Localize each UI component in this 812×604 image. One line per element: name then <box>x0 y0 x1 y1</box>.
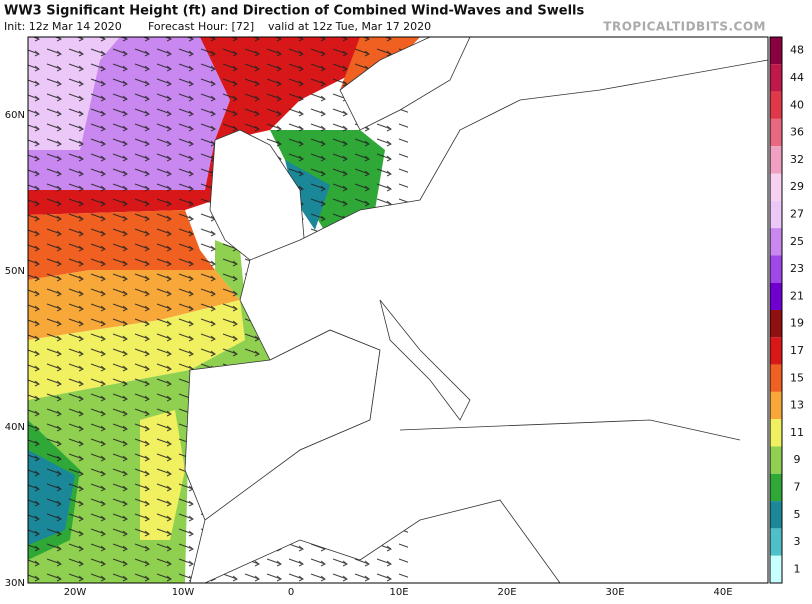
lon-label: 10E <box>389 587 408 598</box>
colorbar-swatch <box>770 555 782 583</box>
colorbar-swatch <box>770 91 782 119</box>
forecast-hour: Forecast Hour: [72] <box>148 20 254 33</box>
colorbar-label: 40 <box>790 98 804 111</box>
title: WW3 Significant Height (ft) and Directio… <box>4 4 584 19</box>
colorbar-swatch <box>770 146 782 174</box>
colorbar-swatch <box>770 310 782 338</box>
colorbar-swatch <box>770 391 782 420</box>
colorbar-swatch <box>770 337 782 365</box>
colorbar-swatch <box>770 200 782 229</box>
europe-land <box>189 59 768 583</box>
colorbar-label: 11 <box>790 426 804 439</box>
colorbar-swatch <box>770 37 782 65</box>
colorbar-swatch <box>770 528 782 556</box>
colorbar-swatch <box>770 473 782 502</box>
colorbar-label: 17 <box>790 344 804 357</box>
map <box>28 37 768 583</box>
colorbar: 48 44 40 36 32 29 27 25 23 21 19 17 15 13 11 9 7 5 3 1 <box>769 36 804 584</box>
colorbar-swatch <box>770 282 782 310</box>
valid-time: valid at 12z Tue, Mar 17 2020 <box>268 20 431 33</box>
lon-label: 20E <box>497 587 516 598</box>
colorbar-swatch <box>770 228 782 256</box>
colorbar-label: 15 <box>790 371 804 384</box>
italy <box>379 299 471 421</box>
colorbar-label: 48 <box>790 44 804 57</box>
lon-label: 20W <box>64 587 87 598</box>
colorbar-label: 27 <box>790 207 804 220</box>
mediterranean-coast <box>399 419 741 441</box>
colorbar-label: 9 <box>794 453 801 466</box>
colorbar-label: 44 <box>790 71 804 84</box>
lat-label: 60N <box>5 110 25 121</box>
watermark: TROPICALTIDBITS.COM <box>603 20 766 34</box>
colorbar-swatch <box>770 419 782 447</box>
lon-label: 10W <box>172 587 195 598</box>
colorbar-label: 1 <box>794 562 801 575</box>
colorbar-label: 19 <box>790 317 804 330</box>
colorbar-label: 25 <box>790 235 804 248</box>
axes: 60N 50N 40N 30N 20W 10W 0 10E 20E 30E 40E <box>5 110 733 598</box>
lat-label: 40N <box>5 422 25 433</box>
colorbar-swatch <box>770 446 782 474</box>
colorbar-swatch <box>770 501 782 529</box>
lon-label: 40E <box>713 587 732 598</box>
colorbar-swatch <box>770 173 782 201</box>
colorbar-swatch <box>770 255 782 283</box>
colorbar-label: 23 <box>790 262 804 275</box>
colorbar-swatch <box>770 64 782 92</box>
lon-label: 0 <box>288 587 294 598</box>
map-frame <box>27 36 769 584</box>
colorbar-label: 3 <box>794 535 801 548</box>
init: Init: 12z Mar 14 2020 <box>4 20 122 33</box>
colorbar-label: 29 <box>790 180 804 193</box>
colorbar-swatch <box>770 118 782 147</box>
lat-label: 50N <box>5 266 25 277</box>
colorbar-label: 21 <box>790 289 804 302</box>
lat-label: 30N <box>5 578 25 589</box>
colorbar-label: 5 <box>794 508 801 521</box>
colorbar-label: 32 <box>790 153 804 166</box>
scandinavia <box>339 37 471 131</box>
colorbar-swatch <box>770 364 782 392</box>
lon-label: 30E <box>605 587 624 598</box>
colorbar-label: 13 <box>790 399 804 412</box>
colorbar-label: 36 <box>790 126 804 139</box>
colorbar-frame <box>769 36 783 584</box>
colorbar-label: 7 <box>794 480 801 493</box>
